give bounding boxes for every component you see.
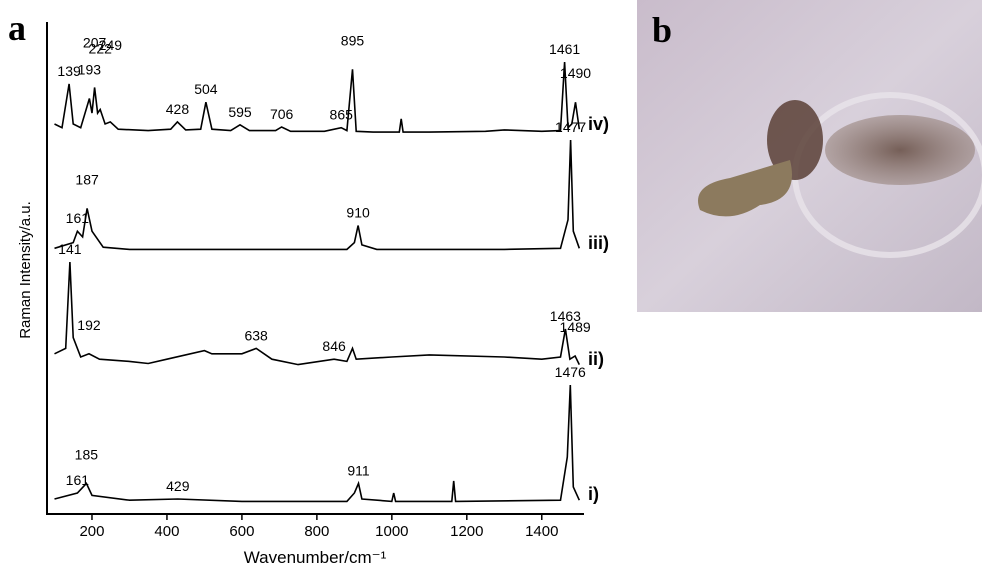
peak-label: 895 xyxy=(341,32,365,48)
x-tick-label: 200 xyxy=(79,523,104,540)
peak-label: 161 xyxy=(66,210,90,226)
peak-label: 1489 xyxy=(560,319,591,335)
panel-label: a xyxy=(8,8,26,48)
x-tick-label: 1400 xyxy=(525,523,558,540)
spectrum xyxy=(54,384,581,503)
peak-label: 911 xyxy=(347,462,370,478)
peak-label: 595 xyxy=(228,104,252,120)
x-tick-label: 600 xyxy=(229,523,254,540)
spectrum xyxy=(54,61,581,133)
series-label: iv) xyxy=(588,114,609,134)
peak-label: 1461 xyxy=(549,41,580,57)
x-axis-label: Wavenumber/cm⁻¹ xyxy=(244,548,387,567)
spectrum xyxy=(54,261,581,366)
peak-label: 846 xyxy=(322,338,346,354)
peak-label: 222 xyxy=(89,40,113,56)
spectrum xyxy=(54,139,581,251)
x-tick-label: 1200 xyxy=(450,523,483,540)
peak-label: 161 xyxy=(66,472,90,488)
series-label: ii) xyxy=(588,349,604,369)
y-axis-label: Raman Intensity/a.u. xyxy=(17,201,34,339)
peak-label: 193 xyxy=(78,62,102,78)
series-label: iii) xyxy=(588,233,609,253)
photo: b xyxy=(637,0,982,312)
peak-label: 706 xyxy=(270,106,294,122)
blob xyxy=(767,100,823,180)
x-tick-label: 400 xyxy=(154,523,179,540)
panel-label: b xyxy=(652,10,672,50)
peak-label: 141 xyxy=(58,241,82,257)
series-label: i) xyxy=(588,484,599,504)
peak-label: 192 xyxy=(77,317,101,333)
peak-label: 1476 xyxy=(555,364,586,380)
peak-label: 638 xyxy=(244,327,268,343)
peak-label: 429 xyxy=(166,478,190,494)
peak-label: 910 xyxy=(346,205,370,221)
peak-label: 1463 xyxy=(550,308,581,324)
blob xyxy=(698,160,792,217)
x-tick-label: 1000 xyxy=(375,523,408,540)
peak-label: 185 xyxy=(75,446,99,462)
peak-label: 1490 xyxy=(560,65,591,81)
x-tick-label: 800 xyxy=(304,523,329,540)
peak-label: 187 xyxy=(75,171,99,187)
peak-label: 504 xyxy=(194,81,218,97)
peak-label: 428 xyxy=(166,101,190,117)
peak-label: 139 xyxy=(57,63,81,79)
peak-label: 865 xyxy=(330,107,354,123)
blob xyxy=(825,115,975,185)
peak-label: 249 xyxy=(99,37,123,53)
peak-label: 1477 xyxy=(555,119,586,135)
peak-label: 207 xyxy=(83,35,107,51)
